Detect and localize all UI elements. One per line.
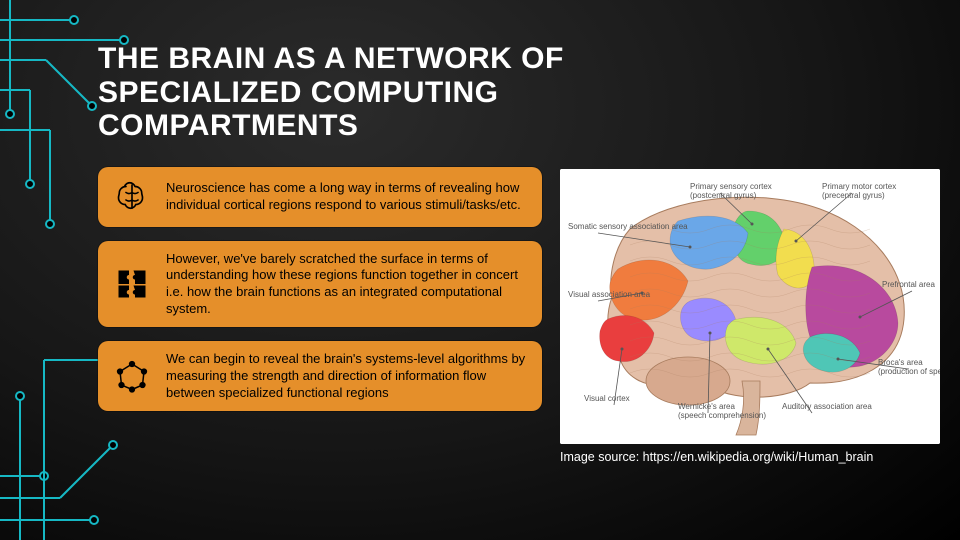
card-2: However, we've barely scratched the surf… [98,241,542,328]
brain-diagram: Primary sensory cortex(postcentral gyrus… [560,169,940,444]
image-caption: Image source: https://en.wikipedia.org/w… [560,450,940,464]
svg-text:(production of speech): (production of speech) [878,367,940,376]
content-area: THE BRAIN AS A NETWORK OF SPECIALIZED CO… [98,42,940,520]
brain-label: Auditory association area [782,402,872,411]
card-3: We can begin to reveal the brain's syste… [98,341,542,411]
cards-column: Neuroscience has come a long way in term… [98,167,542,464]
brain-label: Visual cortex [584,394,630,403]
brain-label: Primary motor cortex [822,182,896,191]
slide-title: THE BRAIN AS A NETWORK OF SPECIALIZED CO… [98,42,658,143]
brain-label: Wernicke's area [678,402,736,411]
columns: Neuroscience has come a long way in term… [98,167,940,464]
brain-label: Prefrontal area [882,280,935,289]
brain-label: Broca's area [878,358,923,367]
svg-text:(precentral gyrus): (precentral gyrus) [822,191,885,200]
brain-icon [112,177,152,217]
puzzle-icon [112,264,152,304]
card-2-text: However, we've barely scratched the surf… [166,251,528,318]
network-icon [112,356,152,396]
brain-label: Primary sensory cortex [690,182,772,191]
card-1-text: Neuroscience has come a long way in term… [166,180,528,213]
svg-text:(postcentral gyrus): (postcentral gyrus) [690,191,757,200]
slide: THE BRAIN AS A NETWORK OF SPECIALIZED CO… [0,0,960,540]
brain-label: Visual association area [568,290,651,299]
brain-column: Primary sensory cortex(postcentral gyrus… [560,167,940,464]
svg-text:(speech comprehension): (speech comprehension) [678,411,766,420]
card-3-text: We can begin to reveal the brain's syste… [166,351,528,401]
card-1: Neuroscience has come a long way in term… [98,167,542,227]
brain-label: Somatic sensory association area [568,222,688,231]
